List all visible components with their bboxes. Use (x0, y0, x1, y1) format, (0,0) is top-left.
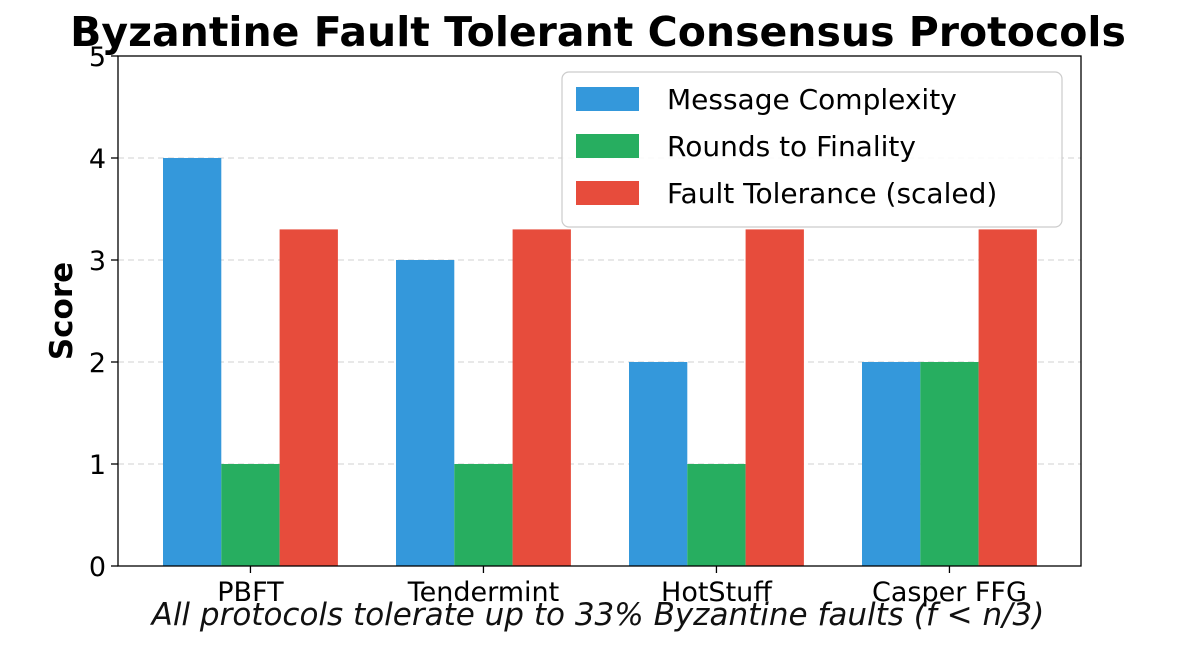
y-tick-label: 5 (89, 42, 106, 73)
bar (862, 362, 921, 566)
x-tick-label: Tendermint (407, 577, 560, 608)
bar (279, 229, 338, 566)
bar (163, 158, 222, 566)
y-axis: 0 1 2 3 4 5 (89, 42, 118, 583)
y-tick-label: 1 (89, 450, 106, 481)
chart-title: Byzantine Fault Tolerant Consensus Proto… (70, 8, 1126, 56)
bars (163, 158, 1037, 566)
bar (221, 464, 280, 566)
y-tick-label: 0 (89, 552, 106, 583)
legend-swatch (576, 87, 639, 111)
x-tick-label: Casper FFG (872, 577, 1027, 608)
x-tick-label: HotStuff (661, 577, 773, 608)
y-tick-label: 4 (89, 144, 106, 175)
x-tick-label: PBFT (217, 577, 284, 608)
legend-box (561, 71, 1063, 228)
plot-frame (117, 55, 1082, 567)
y-axis-label: Score (44, 262, 80, 360)
legend-label: Rounds to Finality (667, 130, 916, 163)
legend-label: Fault Tolerance (scaled) (667, 177, 997, 210)
y-tick-label: 3 (89, 246, 106, 277)
bar (629, 362, 688, 566)
legend: Message Complexity Rounds to Finality Faul… (561, 71, 1063, 228)
bar (920, 362, 979, 566)
legend-swatch (576, 181, 639, 205)
bar (396, 260, 455, 566)
bar (512, 229, 571, 566)
bar (978, 229, 1037, 566)
x-axis: PBFT Tendermint HotStuff Casper FFG (217, 566, 1027, 608)
chart-footnote: All protocols tolerate up to 33% Byzanti… (150, 597, 1045, 633)
bar (454, 464, 513, 566)
bar (687, 464, 746, 566)
legend-swatch (576, 134, 639, 158)
bar (745, 229, 804, 566)
y-tick-label: 2 (89, 348, 106, 379)
legend-label: Message Complexity (667, 83, 957, 116)
